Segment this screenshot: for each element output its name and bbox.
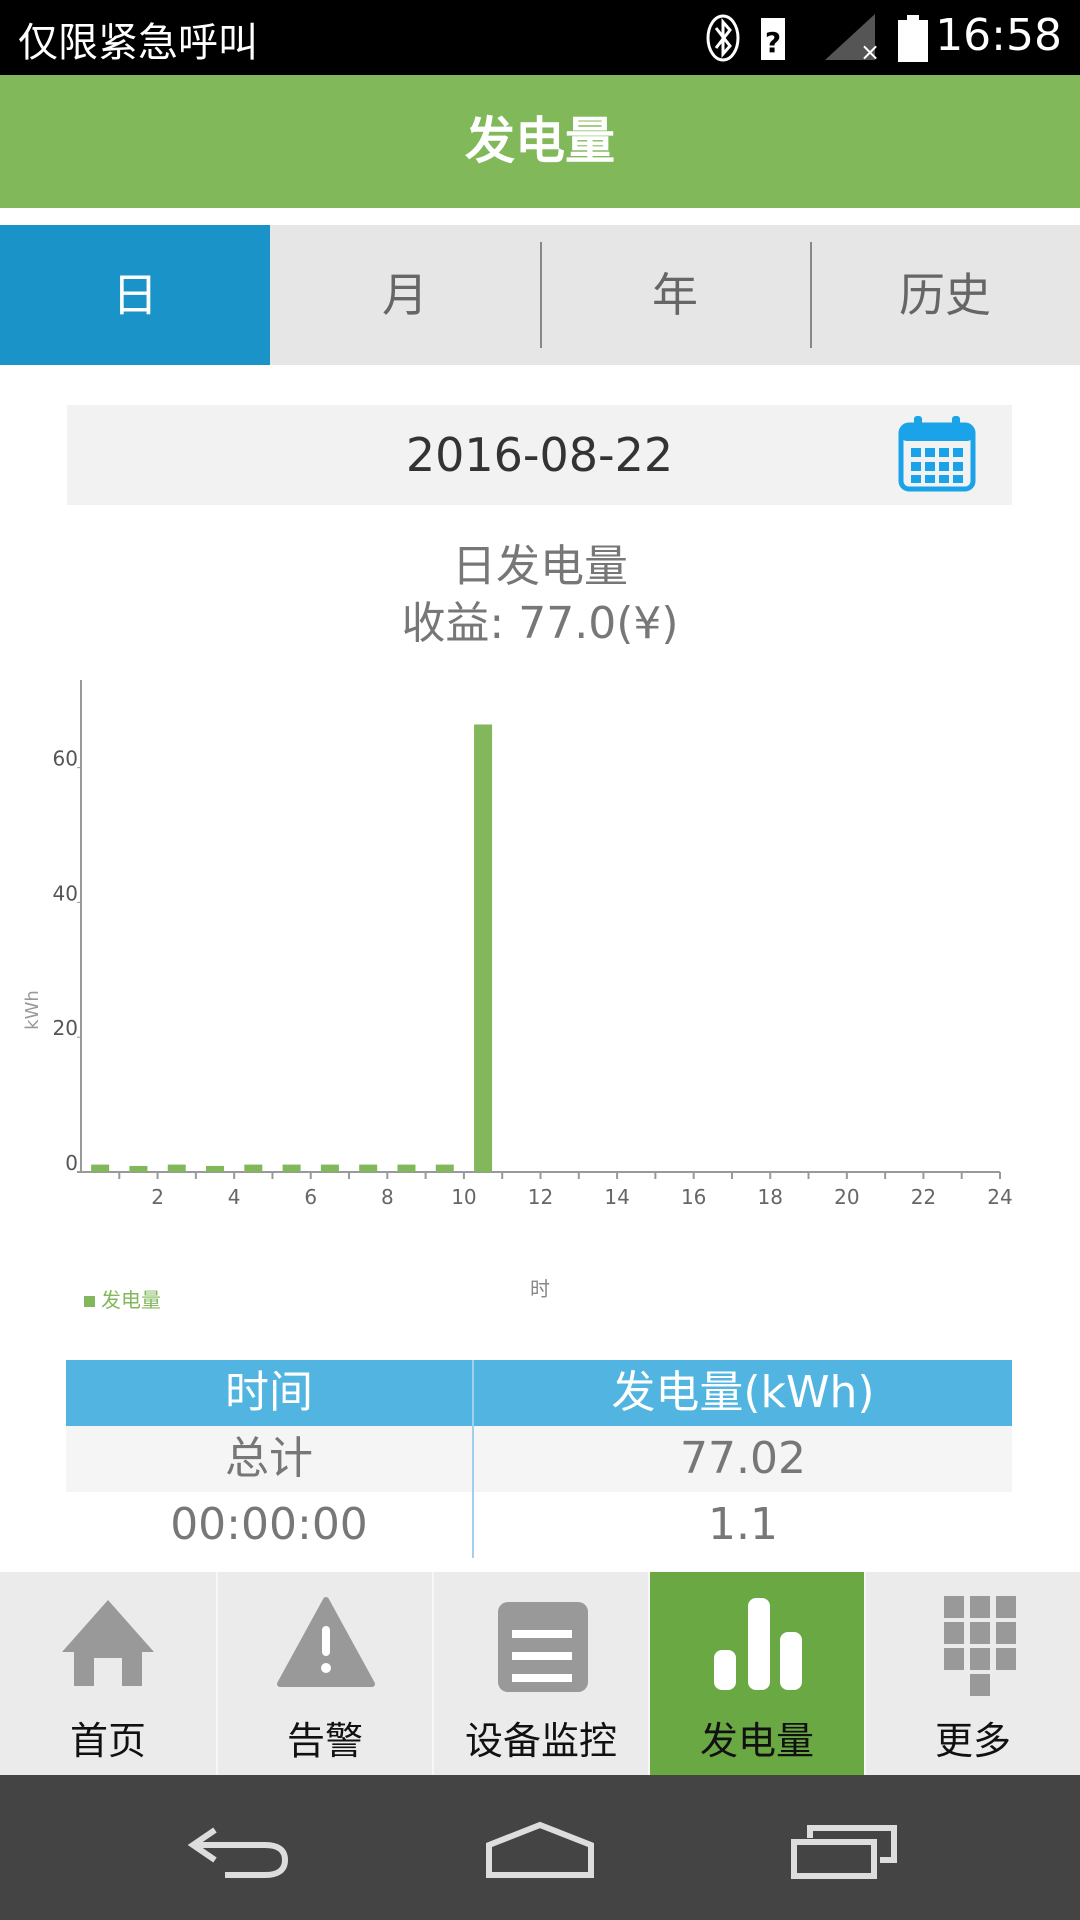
nav-label: 告警 [286,1719,363,1763]
cell: 00:00:00 [170,1499,368,1550]
device-list-icon [498,1602,588,1692]
legend-label: 发电量 [101,1288,161,1312]
x-tick-label: 8 [381,1185,394,1209]
nav-home[interactable]: 首页 [0,1572,216,1775]
bar [474,724,493,1172]
back-icon[interactable] [185,1820,295,1880]
x-axis-label: 时 [530,1277,550,1301]
bar [359,1164,378,1172]
calendar-icon[interactable] [898,415,976,493]
x-tick-label: 10 [451,1185,476,1209]
nav-alarm[interactable]: 告警 [216,1572,432,1775]
bar [435,1164,454,1172]
clock: 16:58 [935,10,1062,61]
warning-icon [277,1597,375,1687]
y-tick-label: 20 [53,1016,78,1040]
cell: 总计 [225,1433,313,1484]
table-row: 总计 77.02 [66,1426,1012,1492]
x-tick-label: 16 [681,1185,706,1209]
table-header: 时间 发电量(kWh) [66,1360,1012,1426]
x-tick-label: 18 [758,1185,783,1209]
bar [244,1164,263,1172]
svg-text:?: ? [765,26,781,59]
divider [540,242,542,348]
bar [129,1165,148,1172]
no-sim-icon: ? [761,18,785,60]
date-value: 2016-08-22 [405,428,674,482]
chart-title: 日发电量 [452,541,628,592]
y-tick-label: 0 [65,1151,78,1175]
period-tabs: 日 月 年 历史 [0,225,1080,365]
svg-text:×: × [860,38,880,62]
nav-device-monitor[interactable]: 设备监控 [432,1572,648,1775]
legend-swatch [84,1296,95,1307]
status-icons: ? × [706,14,928,62]
tab-month[interactable]: 月 [270,225,540,365]
nav-energy[interactable]: 发电量 [648,1572,864,1775]
energy-table: 时间 发电量(kWh) 总计 77.02 00:00:00 1.1 [66,1360,1012,1558]
nav-more[interactable]: 更多 [864,1572,1080,1775]
bar [320,1164,339,1172]
tab-history[interactable]: 历史 [810,225,1080,365]
tab-day[interactable]: 日 [0,225,270,365]
y-tick-label: 60 [53,747,78,771]
home-icon [62,1600,154,1686]
x-tick-label: 22 [911,1185,936,1209]
bar [167,1164,186,1172]
carrier-text: 仅限紧急呼叫 [18,20,258,66]
page-title: 发电量 [0,75,1080,208]
bottom-nav: 首页 告警 设备监控 发电量 更多 [0,1572,1080,1775]
recent-apps-icon[interactable] [790,1820,900,1880]
header-energy: 发电量(kWh) [472,1360,1012,1426]
bar [206,1165,225,1172]
home-button-icon[interactable] [485,1820,595,1880]
status-bar: 仅限紧急呼叫 ? × 16:58 [0,0,1080,75]
date-picker[interactable]: 2016-08-22 [67,405,1012,505]
x-tick-label: 20 [834,1185,859,1209]
table-row: 00:00:00 1.1 [66,1492,1012,1558]
bar [282,1164,301,1172]
nav-label: 发电量 [699,1719,814,1763]
bar-chart-icon [714,1598,802,1690]
cell: 77.02 [472,1426,1012,1492]
bar [397,1164,416,1172]
divider [810,242,812,348]
x-tick-label: 14 [604,1185,629,1209]
nav-label: 更多 [934,1719,1011,1763]
cell: 1.1 [472,1492,1012,1558]
grid-icon [944,1596,1016,1696]
bluetooth-icon [706,14,740,62]
battery-icon [898,15,928,62]
x-tick-label: 12 [528,1185,553,1209]
x-tick-label: 4 [228,1185,241,1209]
system-nav-bar [0,1775,1080,1920]
x-tick-label: 2 [151,1185,164,1209]
y-tick-label: 40 [53,881,78,905]
x-tick-label: 24 [987,1185,1012,1209]
x-tick-label: 6 [304,1185,317,1209]
nav-label: 设备监控 [464,1719,617,1763]
bar [91,1164,110,1172]
revenue-text: 收益: 77.0(¥) [401,598,679,649]
tab-year[interactable]: 年 [540,225,810,365]
nav-label: 首页 [69,1719,146,1763]
signal-icon: × [825,14,880,62]
header-time: 时间 [225,1367,313,1418]
y-axis-label: kWh [22,990,43,1030]
